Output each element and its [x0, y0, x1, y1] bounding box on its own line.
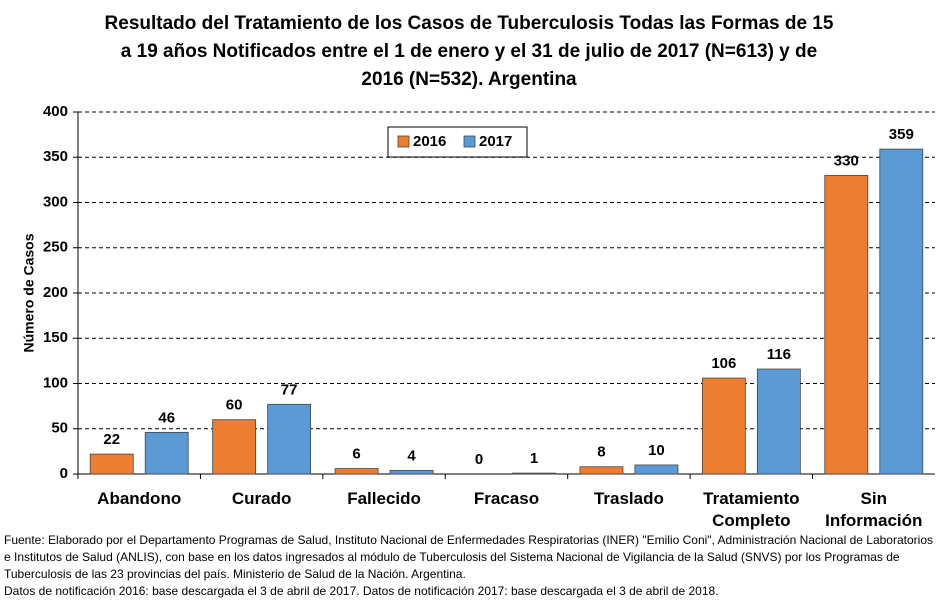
bar — [389, 469, 434, 475]
data-label: 60 — [226, 397, 243, 414]
bar — [144, 431, 189, 475]
data-label: 1 — [530, 450, 538, 467]
chart-title: Resultado del Tratamiento de los Casos d… — [104, 13, 834, 90]
x-tick-label: Fracaso — [473, 489, 540, 508]
data-label: 116 — [767, 346, 791, 363]
bar — [89, 453, 134, 475]
bar — [512, 472, 556, 475]
data-label: 22 — [103, 431, 120, 448]
y-axis-label: Número de Casos — [21, 233, 37, 352]
data-label: 46 — [158, 409, 175, 426]
y-tick-label: 300 — [43, 193, 68, 210]
data-label: 0 — [475, 451, 483, 468]
legend-label: 2016 — [413, 133, 446, 150]
y-tick-label: 200 — [43, 284, 68, 301]
bar — [212, 419, 257, 475]
bar — [879, 148, 924, 475]
legend-box — [387, 126, 528, 158]
y-tick-label: 400 — [43, 103, 68, 120]
x-tick-label: Traslado — [593, 489, 664, 508]
bar — [634, 464, 679, 475]
data-label: 10 — [648, 442, 665, 459]
legend-label: 2017 — [479, 133, 512, 150]
data-label: 4 — [407, 447, 416, 464]
bar — [334, 468, 379, 475]
legend-swatch — [463, 135, 476, 148]
x-tick-label: Abandono — [97, 489, 182, 508]
y-tick-label: 350 — [43, 148, 68, 165]
data-label: 106 — [711, 355, 736, 372]
bar — [579, 466, 624, 475]
data-label: 330 — [834, 152, 859, 169]
x-tick-label: Fallecido — [347, 489, 421, 508]
x-tick-label: Tratamiento Completo — [703, 489, 800, 530]
x-tick-label: Curado — [231, 489, 292, 508]
data-label: 359 — [889, 126, 914, 143]
data-label: 77 — [281, 381, 298, 398]
legend-swatch — [397, 135, 410, 148]
x-tick-label: Sin Información — [825, 489, 923, 530]
bar — [701, 377, 746, 475]
data-note: Datos de notificación 2016: base descarg… — [4, 584, 719, 598]
y-tick-label: 100 — [43, 374, 68, 391]
data-label: 8 — [597, 444, 605, 461]
bar — [824, 174, 869, 475]
y-tick-label: 0 — [60, 465, 68, 482]
y-tick-label: 50 — [51, 420, 68, 437]
bar — [267, 403, 312, 475]
bar — [756, 368, 801, 475]
y-tick-label: 250 — [43, 239, 68, 256]
y-tick-label: 150 — [43, 329, 68, 346]
source-note: Fuente: Elaborado por el Departamento Pr… — [4, 533, 933, 581]
data-label: 6 — [352, 446, 360, 463]
